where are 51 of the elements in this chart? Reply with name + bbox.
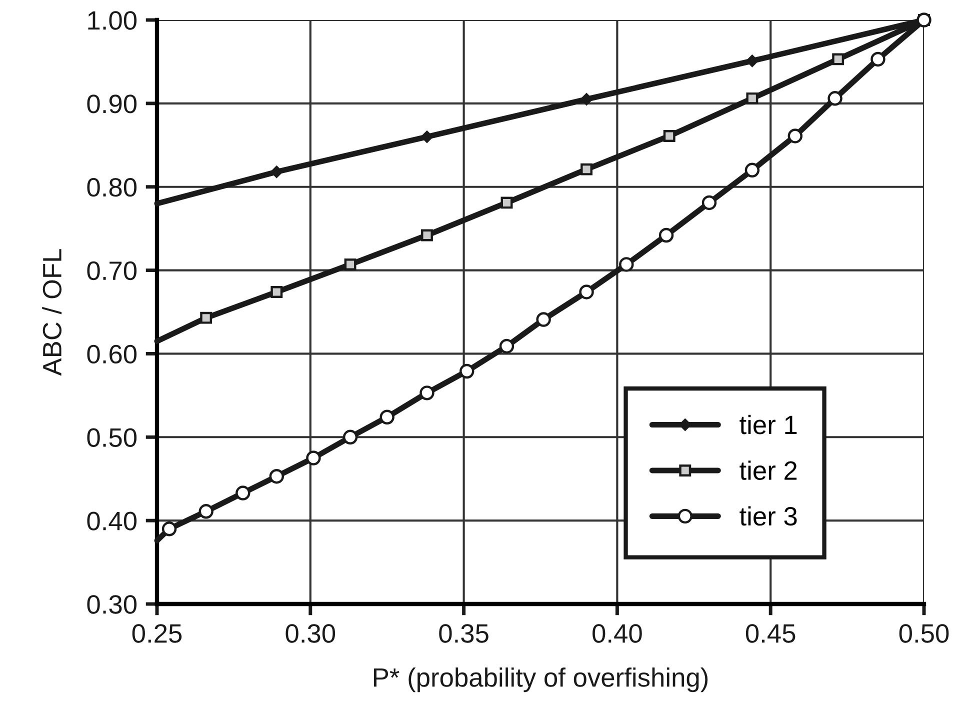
- point: [499, 338, 514, 354]
- x-axis-title: P* (probability of overfishing): [374, 667, 708, 692]
- point: [744, 162, 760, 178]
- x-tick-label: 0.30: [286, 624, 336, 643]
- point: [342, 430, 358, 445]
- x-tick-label: 0.35: [439, 624, 488, 643]
- y-tick-label: 0.90: [87, 94, 137, 114]
- point: [420, 386, 434, 400]
- point: [832, 53, 844, 66]
- point: [579, 284, 594, 300]
- point: [580, 163, 592, 176]
- point: [421, 229, 433, 242]
- point: [580, 93, 593, 106]
- point: [420, 130, 434, 143]
- legend-label: tier 2: [740, 460, 797, 480]
- y-tick-label: 0.60: [87, 344, 137, 364]
- point: [198, 504, 214, 519]
- point: [746, 54, 758, 67]
- y-tick-label: 0.50: [87, 428, 137, 447]
- y-tick-label: 0.40: [87, 512, 137, 530]
- point: [746, 92, 758, 104]
- point: [500, 196, 513, 209]
- y-tick-label: 0.70: [87, 261, 137, 280]
- point: [162, 522, 177, 536]
- point: [870, 52, 886, 67]
- y-axis-title: ABC / OFL: [42, 249, 62, 376]
- y-tick-label: 0.80: [87, 178, 137, 197]
- y-tick-label: 1.00: [88, 11, 137, 30]
- x-tick-label: 0.40: [592, 624, 642, 643]
- point: [200, 312, 212, 324]
- point: [306, 450, 321, 466]
- point: [270, 166, 283, 178]
- x-tick-label: 0.50: [899, 624, 949, 643]
- point: [236, 486, 250, 500]
- point: [788, 128, 803, 144]
- x-tick-label: 0.25: [132, 624, 182, 643]
- point: [380, 410, 394, 424]
- legend-label: tier 3: [740, 506, 797, 526]
- y-tick-label: 0.30: [87, 595, 137, 614]
- legend-label: tier 1: [740, 414, 797, 434]
- point: [658, 228, 674, 243]
- point: [270, 286, 283, 298]
- point: [460, 364, 474, 379]
- point: [536, 312, 551, 327]
- point: [828, 91, 842, 106]
- point: [663, 130, 676, 142]
- x-tick-label: 0.45: [746, 624, 796, 643]
- point: [619, 257, 634, 272]
- point: [344, 258, 356, 270]
- point: [269, 468, 284, 484]
- point: [702, 195, 717, 210]
